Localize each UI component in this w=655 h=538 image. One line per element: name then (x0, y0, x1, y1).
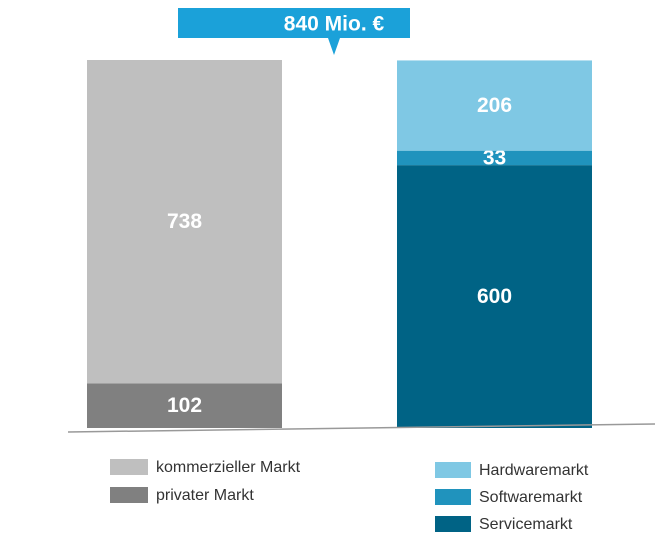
bars: 102 738 600 33 206 (87, 60, 592, 428)
legend-swatch (435, 489, 471, 505)
value-label: 33 (483, 146, 506, 169)
legend-label: Servicemarkt (479, 516, 573, 533)
legend-swatch (110, 487, 148, 503)
bar-segment (397, 150, 592, 166)
bar-segment (397, 60, 592, 151)
value-label: 600 (477, 285, 512, 308)
bar-segment (87, 60, 282, 384)
legend-label: Softwaremarkt (479, 489, 583, 506)
legend-swatch (435, 462, 471, 478)
bar-segment (397, 165, 592, 428)
value-label: 206 (477, 94, 512, 117)
legend-label: privater Markt (156, 487, 254, 504)
legend-swatch (110, 459, 148, 475)
legend-label: kommerzieller Markt (156, 459, 301, 476)
value-label: 738 (167, 210, 202, 233)
baseline (67, 423, 655, 433)
legend-swatch (435, 516, 471, 532)
legend-label: Hardwaremarkt (479, 462, 589, 479)
value-label: 102 (167, 394, 202, 417)
legend: kommerzieller Markt privater Markt Hardwar… (110, 459, 589, 533)
title-banner (178, 8, 410, 55)
bar-segment (87, 383, 282, 428)
chart-title: 840 Mio. € (284, 13, 385, 36)
